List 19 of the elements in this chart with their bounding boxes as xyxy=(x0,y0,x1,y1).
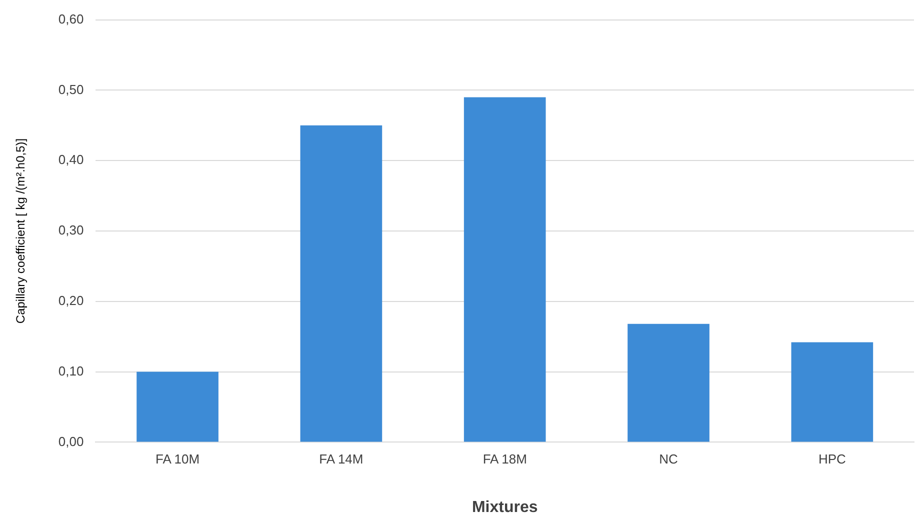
y-axis-title: Capillary coefficient [ kg /(m².h0,5)] xyxy=(14,138,28,324)
bar xyxy=(136,372,218,442)
y-tick-label: 0,20 xyxy=(58,292,84,308)
bar xyxy=(791,342,874,442)
bar xyxy=(464,97,546,442)
y-tick-label: 0,40 xyxy=(58,152,84,168)
x-tick-label: HPC xyxy=(818,452,846,467)
bar xyxy=(628,324,710,442)
y-tick-label: 0,00 xyxy=(58,434,84,449)
y-tick-label: 0,50 xyxy=(58,82,84,97)
y-tick-label: 0,30 xyxy=(58,222,84,238)
x-tick-label: FA 14M xyxy=(319,452,364,467)
x-axis-title: Mixtures xyxy=(472,498,538,516)
y-tick-label: 0,10 xyxy=(58,363,84,378)
x-tick-label: NC xyxy=(659,452,678,467)
y-tick-label: 0,60 xyxy=(58,11,84,26)
bar xyxy=(300,125,382,442)
x-tick-label: FA 18M xyxy=(482,452,527,467)
x-tick-label: FA 10M xyxy=(155,452,200,467)
